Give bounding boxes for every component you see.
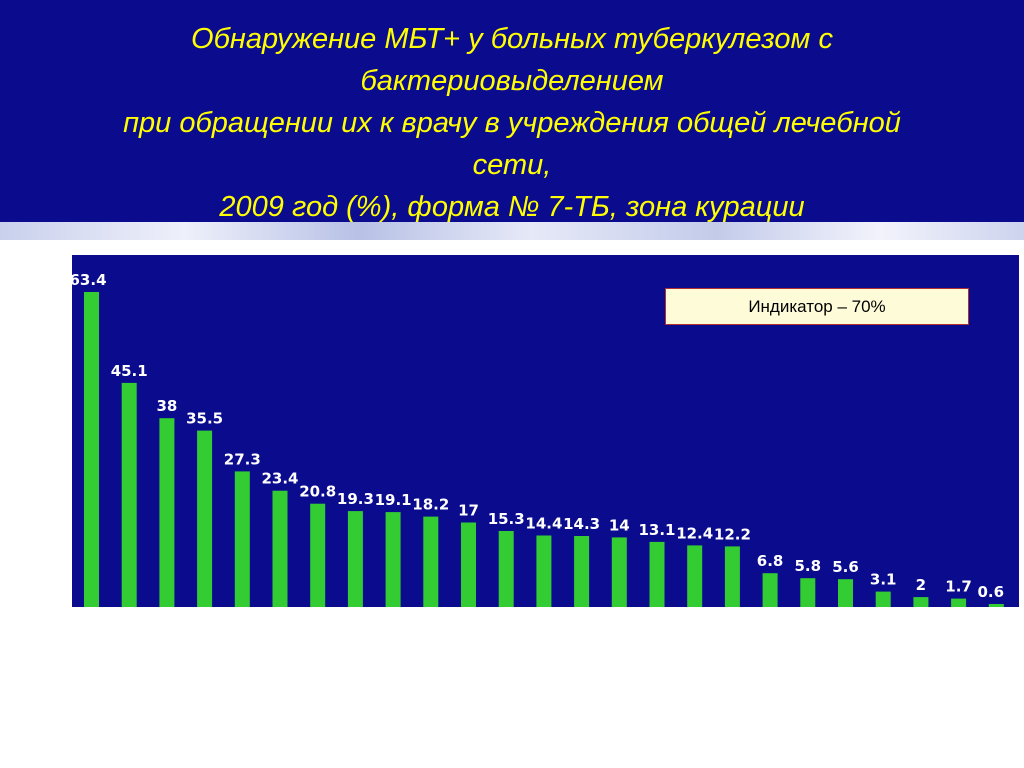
- bar-value-label: 15.3: [488, 510, 525, 528]
- bar: [310, 503, 326, 607]
- bar: [800, 578, 816, 607]
- title-line: сети,: [472, 149, 552, 181]
- title-line: Обнаружение МБТ+ у больных туберкулезом …: [191, 23, 833, 55]
- bar: [838, 579, 853, 607]
- bar: [498, 531, 514, 607]
- bar-value-label: 14.4: [525, 515, 562, 533]
- bar-value-label: 5.8: [795, 557, 822, 575]
- title-line: при обращении их к врачу в учреждения об…: [123, 107, 901, 139]
- bar-value-label: 35.5: [186, 410, 223, 428]
- bar: [84, 292, 99, 607]
- bar-value-label: 38: [156, 397, 177, 415]
- bar-chart-svg: 63.4 45.1 38 35.5 27.323.420.8 19.3 19.1 18.2 17…: [72, 271, 1005, 607]
- bar-value-label: 45.1: [111, 362, 148, 380]
- indicator-label: Индикатор – 70%: [748, 296, 886, 316]
- bar: [159, 418, 175, 607]
- bar: [347, 511, 363, 607]
- bar-value-label: 19.1: [375, 491, 412, 509]
- bar-value-label: 27.3: [224, 450, 261, 468]
- bar: [197, 430, 213, 607]
- bar: [461, 522, 476, 607]
- bar-value-label: 14.3: [563, 515, 600, 533]
- bar-value-label: 3.1: [870, 571, 897, 589]
- bar: [272, 490, 288, 607]
- bar: [762, 573, 778, 607]
- slide-title: Обнаружение МБТ+ у больных туберкулезом …: [10, 18, 1014, 228]
- bar: [574, 536, 590, 607]
- bar-value-label: 12.4: [676, 524, 713, 542]
- bar-value-label: 5.6: [832, 558, 859, 576]
- bar-value-label: 17: [458, 502, 479, 520]
- bar-value-label: 20.8: [299, 483, 336, 501]
- bar-value-label: 1.7: [945, 578, 972, 596]
- bar-value-label: 23.4: [261, 470, 298, 488]
- indicator-box: Индикатор – 70%: [665, 288, 969, 325]
- bar: [875, 591, 891, 607]
- bar: [913, 597, 929, 607]
- bar-value-label: 2: [916, 576, 926, 594]
- title-line: бактериовыделением: [360, 65, 664, 97]
- bar-value-label: 6.8: [757, 552, 784, 570]
- bar-value-label: 18.2: [412, 496, 449, 514]
- bar: [988, 604, 1004, 607]
- bar-value-label: 19.3: [337, 490, 374, 508]
- bar: [951, 598, 967, 607]
- bar: [724, 546, 740, 607]
- bar: [611, 537, 627, 607]
- title-line: 2009 год (%), форма № 7-ТБ, зона курации: [219, 191, 805, 223]
- bar-value-label: 12.2: [714, 525, 751, 543]
- bar: [536, 535, 552, 607]
- title-banner: Обнаружение МБТ+ у больных туберкулезом …: [0, 0, 1024, 223]
- bar: [234, 471, 250, 607]
- bar: [385, 512, 401, 607]
- bar-value-label: 0.6: [978, 583, 1005, 601]
- bar-value-label: 14: [609, 516, 630, 534]
- bar-value-label: 13.1: [638, 521, 675, 539]
- bar: [649, 541, 665, 607]
- decorative-stripe: [0, 222, 1024, 240]
- bar: [121, 382, 137, 607]
- bar-value-label: 63.4: [72, 271, 107, 289]
- bar: [423, 516, 439, 607]
- bar: [687, 545, 703, 607]
